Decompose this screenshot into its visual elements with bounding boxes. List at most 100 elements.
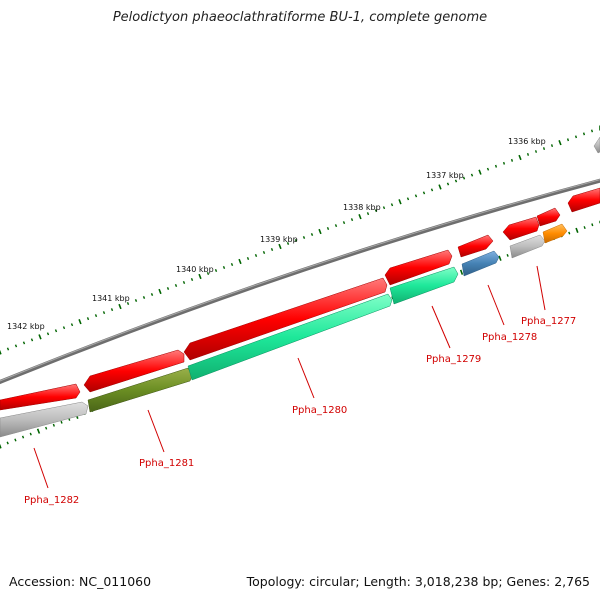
scale-tick xyxy=(550,144,554,148)
scale-tick xyxy=(6,347,10,351)
gene-arrow-Ppha_1282[interactable] xyxy=(0,401,89,438)
scale-tick xyxy=(358,214,362,220)
scale-tick xyxy=(118,303,122,310)
scale-tick xyxy=(462,176,466,180)
kbp-label-1342: 1342 kbp xyxy=(7,322,45,331)
scale-tick xyxy=(575,227,579,233)
scale-tick xyxy=(158,288,162,295)
scale-tick xyxy=(45,426,48,430)
gene-arrow-Ppha_1277-gray[interactable] xyxy=(509,234,546,259)
gene-arrow-Ppha_1280[interactable] xyxy=(187,293,393,381)
scale-tick xyxy=(262,250,266,254)
gene-label-Ppha_1281[interactable]: Ppha_1281 xyxy=(139,458,194,469)
scale-tick xyxy=(574,135,578,139)
scale-tick xyxy=(254,253,258,257)
scale-tick xyxy=(150,293,154,296)
scale-tick xyxy=(506,253,509,257)
scale-tick xyxy=(326,227,330,231)
scale-tick xyxy=(110,308,114,312)
connector-Ppha_1279 xyxy=(431,305,451,349)
scale-tick xyxy=(582,132,586,136)
kbp-label-1337: 1337 kbp xyxy=(426,171,464,180)
backbone xyxy=(0,178,600,385)
scale-tick xyxy=(142,296,146,299)
cds-arrow-1[interactable] xyxy=(0,383,81,411)
cds-arrow-3[interactable] xyxy=(183,277,388,361)
gene-label-Ppha_1279[interactable]: Ppha_1279 xyxy=(426,354,481,365)
scale-tick xyxy=(126,302,130,306)
scale-tick xyxy=(310,233,314,236)
scale-tick xyxy=(46,332,50,336)
connector-Ppha_1281 xyxy=(147,409,165,453)
backbone-highlight xyxy=(0,179,600,382)
scale-tick xyxy=(534,150,538,153)
scale-tick xyxy=(459,269,464,275)
scale-tick xyxy=(510,158,514,162)
scale-tick xyxy=(70,323,74,327)
scale-tick xyxy=(498,255,502,261)
gene-arrow-Ppha_1278[interactable] xyxy=(461,250,500,277)
scale-tick xyxy=(390,203,394,207)
scale-tick xyxy=(174,283,178,287)
scale-tick xyxy=(406,197,410,201)
gene-label-Ppha_1277[interactable]: Ppha_1277 xyxy=(521,316,576,327)
cds-arrow-8[interactable] xyxy=(567,187,600,213)
scale-tick xyxy=(38,334,42,340)
scale-tick xyxy=(230,262,234,266)
scale-tick xyxy=(206,271,210,275)
scale-tick xyxy=(590,129,594,133)
scale-tick xyxy=(446,182,450,186)
connector-Ppha_1280 xyxy=(297,357,315,399)
scale-tick xyxy=(318,228,322,235)
scale-tick xyxy=(294,239,298,242)
scale-tick xyxy=(568,231,571,235)
scale-tick xyxy=(198,273,202,280)
scale-tick xyxy=(286,242,290,245)
scale-tick xyxy=(422,191,426,195)
scale-tick xyxy=(438,184,442,190)
scale-tick xyxy=(238,258,242,265)
gene-label-Ppha_1282[interactable]: Ppha_1282 xyxy=(24,495,79,506)
gene-arrow-Ppha_1277[interactable] xyxy=(542,223,568,244)
scale-tick xyxy=(134,299,138,302)
cds-arrow-2[interactable] xyxy=(83,349,185,393)
cds-arrow-6[interactable] xyxy=(502,216,540,241)
connector-Ppha_1277 xyxy=(536,265,546,311)
cds-arrow-7[interactable] xyxy=(536,207,561,227)
scale-tick xyxy=(60,420,63,424)
scale-tick xyxy=(414,194,418,198)
scale-tick xyxy=(350,218,354,222)
scale-tick xyxy=(222,265,226,269)
scale-tick xyxy=(270,247,274,251)
connector-Ppha_1278 xyxy=(487,284,505,326)
scale-tick xyxy=(21,435,25,439)
scale-tick xyxy=(558,140,562,146)
gene-label-Ppha_1280[interactable]: Ppha_1280 xyxy=(292,405,347,416)
scale-tick xyxy=(430,188,434,192)
scale-tick xyxy=(470,173,474,177)
scale-tick xyxy=(182,280,186,284)
scale-tick xyxy=(566,138,570,142)
scale-tick xyxy=(518,154,522,161)
kbp-label-1339: 1339 kbp xyxy=(260,235,298,244)
cds-arrow-9[interactable] xyxy=(593,136,600,154)
map-title: Pelodictyon phaeoclathratiforme BU-1, co… xyxy=(112,10,488,25)
gene-label-Ppha_1278[interactable]: Ppha_1278 xyxy=(482,332,537,343)
scale-tick xyxy=(486,167,490,171)
scale-tick xyxy=(190,277,194,281)
scale-tick xyxy=(62,326,66,330)
scale-tick xyxy=(494,164,498,168)
cds-arrow-5[interactable] xyxy=(457,234,494,258)
scale-tick xyxy=(86,317,90,321)
kbp-label-1336: 1336 kbp xyxy=(508,137,546,146)
gene-arrow-Ppha_1281[interactable] xyxy=(87,367,193,413)
cds-arrow-4[interactable] xyxy=(384,249,453,286)
scale-tick xyxy=(30,338,34,342)
kbp-label-1341: 1341 kbp xyxy=(92,294,130,303)
scale-tick xyxy=(302,236,306,239)
scale-tick xyxy=(278,243,282,250)
scale-tick xyxy=(166,287,170,290)
scale-tick xyxy=(0,349,2,355)
gene-arrow-Ppha_1279[interactable] xyxy=(389,266,459,305)
